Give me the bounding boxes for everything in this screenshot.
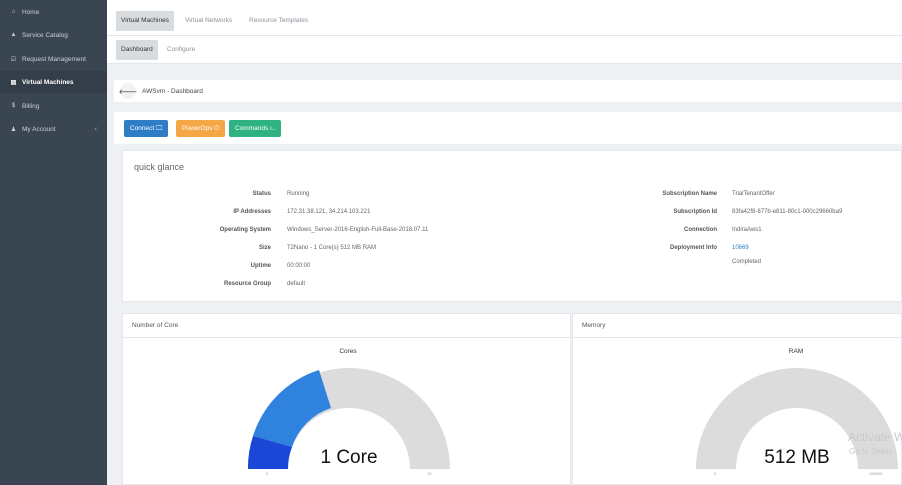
cores-gauge-fill [253, 370, 331, 447]
ip-addresses-value: 172.31.38.121, 34.214.103.221 [287, 209, 371, 215]
billing-icon: $ [11, 103, 16, 109]
memory-max-label: 100000 [869, 471, 883, 476]
resource-group-value: default [287, 281, 306, 287]
memory-panel-heading: Memory [573, 314, 901, 338]
tab-configure[interactable]: Configure [167, 46, 196, 53]
operating-system-label: Operating System [219, 227, 271, 233]
memory-panel: Memory RAM 512 MB 0 100000 [572, 313, 902, 485]
memory-center-value: 512 MB [764, 447, 830, 468]
cores-center-value: 1 Core [320, 447, 378, 468]
memory-gauge-track [696, 368, 898, 469]
breadcrumb: 🡐 AWSvm - Dashboard [114, 80, 902, 102]
sidebar-item-request-management[interactable]: ☑ Request Management [0, 48, 107, 70]
memory-min-label: 0 [714, 471, 717, 476]
cores-gauge-fill-dark [247, 436, 292, 469]
activation-watermark-sub: Go to Settin [849, 447, 892, 456]
sidebar-item-label: My Account [22, 125, 56, 133]
cores-max-label: 10 [427, 471, 432, 476]
sidebar-item-my-account[interactable]: ♟ My Account ‹ [0, 118, 107, 140]
sub-tab-bar: Dashboard Configure [107, 36, 902, 64]
sidebar-item-virtual-machines[interactable]: ▤ Virtual Machines [0, 71, 107, 93]
quick-glance-panel: quick glance Status Running IP Addresses… [122, 150, 902, 302]
size-value: T2Nano - 1 Core(s) 512 MB RAM [287, 245, 377, 251]
sidebar-item-label: Service Catalog [22, 31, 68, 39]
tab-virtual-networks[interactable]: Virtual Networks [185, 17, 233, 24]
tab-virtual-machines[interactable]: Virtual Machines [116, 11, 174, 31]
subscription-name-label: Subscription Name [662, 191, 717, 197]
power-ops-button[interactable]: PowerOps ⏻ [176, 120, 226, 137]
status-value: Running [287, 191, 310, 197]
tab-dashboard[interactable]: Dashboard [116, 40, 158, 60]
deployment-info-label: Deployment Info [669, 245, 717, 251]
connection-value: IndiraAws1 [732, 227, 762, 233]
memory-gauge [696, 368, 898, 469]
request-management-icon: ☑ [10, 56, 17, 63]
cores-panel: Number of Core Cores 1 Core 0 10 [122, 313, 571, 485]
deployment-status: Completed [732, 259, 762, 265]
sidebar-item-home[interactable]: ⌂ Home [0, 1, 107, 23]
sidebar-item-service-catalog[interactable]: ▲ Service Catalog [0, 24, 107, 46]
cores-min-label: 0 [266, 471, 269, 476]
connect-button[interactable]: Connect 🖵 [124, 120, 169, 137]
sidebar-item-label: Request Management [22, 55, 86, 63]
operating-system-value: Windows_Server-2016-English-Full-Base-20… [287, 227, 429, 233]
sidebar-item-label: Virtual Machines [22, 78, 74, 86]
cores-gauge [247, 368, 450, 469]
activation-watermark: Activate W [848, 430, 902, 444]
connection-label: Connection [684, 227, 717, 233]
uptime-label: Uptime [250, 263, 271, 269]
home-icon: ⌂ [11, 9, 16, 15]
chevron-left-icon: ‹ [94, 125, 97, 133]
service-catalog-icon: ▲ [10, 32, 17, 38]
back-arrow-icon[interactable]: 🡐 [119, 83, 137, 99]
sidebar-item-label: Billing [22, 102, 40, 110]
tab-resource-templates[interactable]: Resource Templates [249, 17, 309, 24]
ip-addresses-label: IP Addresses [233, 209, 271, 215]
page-title: AWSvm - Dashboard [142, 87, 203, 95]
virtual-machines-icon: ▤ [10, 79, 17, 86]
deployment-info-link[interactable]: 10669 [732, 245, 749, 251]
top-tab-bar: Virtual Machines Virtual Networks Resour… [107, 0, 902, 36]
uptime-value: 00:00:00 [287, 263, 311, 269]
resource-group-label: Resource Group [223, 281, 271, 287]
sidebar: ⌂ Home ▲ Service Catalog ☑ Request Manag… [0, 0, 107, 485]
sidebar-item-label: Home [22, 8, 40, 16]
sidebar-item-billing[interactable]: $ Billing [0, 95, 107, 117]
subscription-name-value: TrialTenantOffer [732, 191, 775, 197]
commands-button[interactable]: Commands ı.. [229, 120, 282, 137]
status-label: Status [252, 191, 271, 197]
quick-glance-title: quick glance [134, 162, 185, 172]
memory-chart-title: RAM [788, 348, 804, 355]
subscription-id-label: Subscription Id [673, 209, 717, 215]
my-account-icon: ♟ [10, 126, 17, 133]
subscription-id-value: 83fa42f8-877b-e811-80c1-000c29660ba9 [732, 209, 843, 215]
cores-panel-heading: Number of Core [123, 314, 570, 338]
action-bar: Connect 🖵 PowerOps ⏻ Commands ı.. [114, 112, 902, 144]
cores-chart-title: Cores [339, 348, 357, 355]
size-label: Size [258, 245, 271, 251]
